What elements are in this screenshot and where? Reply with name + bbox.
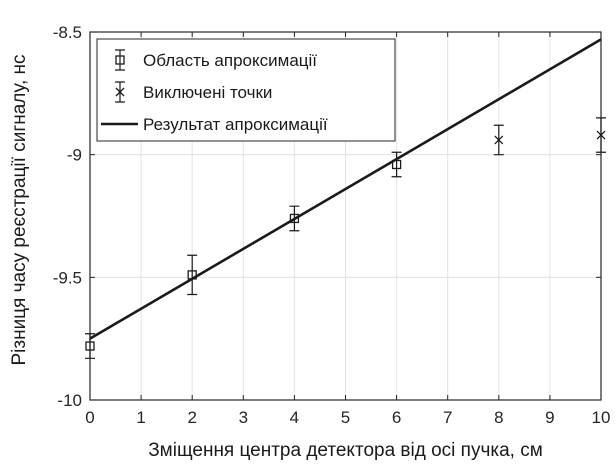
data-point-square bbox=[391, 159, 402, 170]
error-bar bbox=[187, 254, 198, 296]
y-tick-label: -9 bbox=[67, 146, 82, 165]
y-tick-label: -10 bbox=[57, 391, 82, 410]
fit-line bbox=[89, 38, 602, 340]
ticks: 0 1 2 3 4 5 6 7 8 9 10 -10 -9.5 -9 -8.5 bbox=[53, 23, 611, 427]
legend-symbol-fit-region bbox=[115, 49, 125, 71]
data-point-cross bbox=[494, 135, 504, 145]
x-tick-label: 2 bbox=[187, 408, 196, 427]
legend-box bbox=[96, 38, 396, 142]
x-tick-label: 6 bbox=[392, 408, 401, 427]
legend-marker-cross bbox=[115, 87, 125, 97]
legend-label-fit-region: Область апроксимації bbox=[143, 51, 317, 70]
legend-label-excluded-points: Виключені точки bbox=[143, 83, 272, 102]
error-bar bbox=[289, 205, 300, 232]
legend-marker-square bbox=[115, 55, 125, 65]
x-tick-label: 0 bbox=[85, 408, 94, 427]
y-axis-label: Різниця часу реєстрації сигналу, нс bbox=[9, 54, 30, 365]
legend: Область апроксимації Виключені точки Рез… bbox=[96, 38, 396, 142]
error-bar bbox=[391, 151, 402, 178]
x-tick-label: 5 bbox=[341, 408, 350, 427]
marks bbox=[85, 117, 606, 359]
data-point-square bbox=[289, 213, 300, 224]
fit-layer bbox=[89, 38, 602, 340]
y-tick-label: -9.5 bbox=[53, 268, 82, 287]
y-tick-label: -8.5 bbox=[53, 23, 82, 42]
x-axis-label: Зміщення центра детектора від осі пучка,… bbox=[148, 440, 543, 461]
legend-symbol-excluded-points bbox=[115, 81, 125, 103]
x-tick-label: 3 bbox=[239, 408, 248, 427]
x-tick-label: 4 bbox=[290, 408, 299, 427]
x-tick-label: 1 bbox=[136, 408, 145, 427]
x-tick-label: 9 bbox=[545, 408, 554, 427]
x-tick-label: 7 bbox=[443, 408, 452, 427]
legend-label-fit-result: Результат апроксимації bbox=[143, 115, 328, 134]
x-tick-label: 10 bbox=[592, 408, 611, 427]
x-tick-label: 8 bbox=[494, 408, 503, 427]
error-bar bbox=[85, 333, 95, 359]
data-point-cross bbox=[596, 130, 606, 140]
legend-error-bar bbox=[115, 49, 125, 71]
data-point-square bbox=[85, 341, 95, 351]
data-point-square bbox=[187, 270, 197, 280]
